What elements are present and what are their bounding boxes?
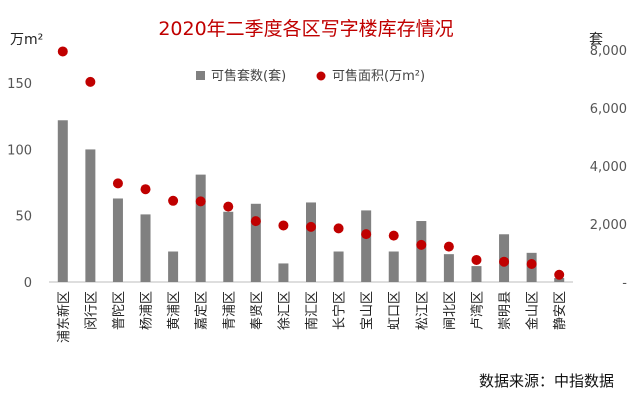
left-tick-label: 150 bbox=[7, 77, 32, 92]
left-axis-unit: 万m² bbox=[10, 32, 43, 48]
data-point bbox=[57, 46, 68, 57]
category-label: 奉贤区 bbox=[250, 291, 265, 330]
bar bbox=[140, 214, 151, 282]
bar bbox=[168, 251, 179, 282]
category-label: 金山区 bbox=[525, 291, 541, 330]
data-point bbox=[416, 239, 427, 250]
chart-title: 2020年二季度各区写字楼库存情况 bbox=[158, 18, 453, 40]
left-tick-label: 0 bbox=[24, 276, 32, 291]
legend: 可售套数(套) 可售面积(万m²) bbox=[196, 68, 425, 84]
legend-bar-swatch bbox=[196, 71, 205, 80]
data-point bbox=[443, 241, 454, 252]
category-label: 闸北区 bbox=[443, 291, 458, 330]
bar bbox=[306, 202, 316, 282]
category-label: 黄浦区 bbox=[167, 291, 182, 330]
bar bbox=[85, 149, 96, 282]
left-tick-label: 100 bbox=[7, 143, 32, 158]
data-point bbox=[85, 76, 96, 87]
category-label: 长宁区 bbox=[332, 291, 348, 330]
category-labels: 浦东新区 闵行区 普陀区 杨浦区 黄浦区 嘉定区 青浦区 奉贤区 徐汇区 南汇区 长宁区 宝山区 虹口区… bbox=[56, 291, 568, 343]
data-point bbox=[554, 269, 565, 280]
category-label: 杨浦区 bbox=[140, 291, 155, 330]
data-point bbox=[526, 259, 537, 270]
category-label: 闵行区 bbox=[84, 291, 99, 330]
dot-series bbox=[57, 46, 565, 280]
right-axis: - 2,000 4,000 6,000 8,000 bbox=[590, 44, 628, 291]
category-label: 浦东新区 bbox=[56, 291, 72, 343]
right-tick-label: 2,000 bbox=[590, 218, 627, 233]
bar bbox=[471, 266, 482, 282]
data-point bbox=[361, 229, 372, 240]
bar bbox=[333, 251, 344, 282]
source-note: 数据来源：中指数据 bbox=[479, 372, 614, 390]
data-point bbox=[250, 216, 261, 227]
category-label: 崇明县 bbox=[498, 291, 513, 330]
category-label: 嘉定区 bbox=[195, 291, 210, 330]
data-point bbox=[223, 201, 234, 212]
data-point bbox=[112, 178, 123, 189]
data-point bbox=[499, 256, 510, 267]
data-point bbox=[471, 254, 482, 265]
category-label: 静安区 bbox=[553, 291, 568, 330]
bar bbox=[278, 263, 289, 282]
right-tick-label: - bbox=[622, 276, 627, 291]
category-label: 徐汇区 bbox=[277, 291, 292, 330]
bar bbox=[195, 174, 206, 282]
bar bbox=[554, 278, 565, 282]
left-axis: 0 50 100 150 bbox=[7, 77, 32, 291]
legend-bar-label: 可售套数(套) bbox=[211, 68, 286, 84]
bar bbox=[112, 198, 123, 282]
bar bbox=[250, 203, 261, 282]
bar bbox=[361, 210, 372, 282]
bar bbox=[223, 211, 234, 282]
category-label: 普陀区 bbox=[111, 291, 127, 330]
category-label: 松江区 bbox=[415, 291, 430, 330]
data-point bbox=[306, 221, 316, 232]
data-point bbox=[333, 223, 344, 234]
bar bbox=[57, 120, 68, 283]
legend-dot-swatch bbox=[316, 71, 326, 81]
category-label: 宝山区 bbox=[360, 291, 375, 330]
right-tick-label: 4,000 bbox=[590, 160, 627, 175]
data-point bbox=[278, 220, 289, 231]
data-point bbox=[140, 184, 151, 195]
right-tick-label: 6,000 bbox=[590, 102, 627, 117]
legend-dot-label: 可售面积(万m²) bbox=[332, 68, 425, 84]
bar bbox=[388, 251, 399, 282]
data-point bbox=[388, 230, 399, 241]
data-point bbox=[195, 196, 206, 207]
category-label: 虹口区 bbox=[388, 291, 403, 330]
bar-series bbox=[57, 120, 565, 283]
right-tick-label: 8,000 bbox=[590, 44, 627, 59]
category-label: 青浦区 bbox=[222, 291, 237, 330]
bar bbox=[416, 221, 427, 282]
data-point bbox=[168, 195, 179, 206]
category-label: 南汇区 bbox=[304, 291, 320, 330]
category-label: 卢湾区 bbox=[469, 291, 485, 330]
bar bbox=[443, 254, 454, 282]
left-tick-label: 50 bbox=[15, 210, 32, 225]
right-axis-unit: 套 bbox=[589, 32, 603, 48]
